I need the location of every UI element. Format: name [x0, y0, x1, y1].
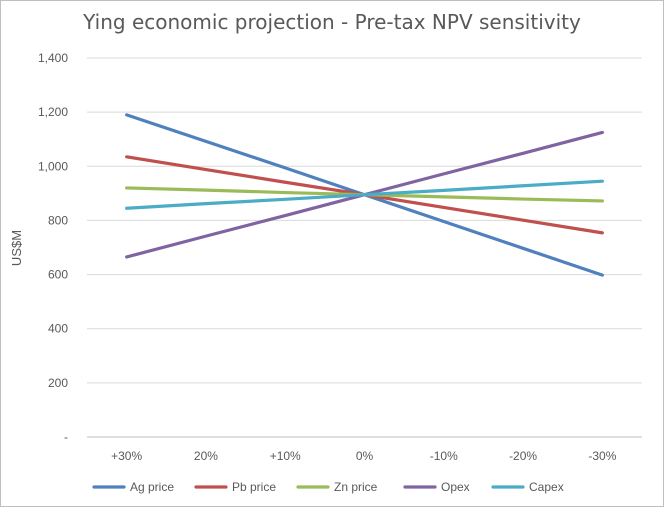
y-tick-label: 800	[48, 213, 68, 227]
x-tick-label: -10%	[430, 449, 458, 463]
legend-label: Zn price	[334, 480, 378, 494]
legend-label: Opex	[441, 480, 470, 494]
y-tick-label: 400	[48, 322, 68, 336]
chart-title: Ying economic projection - Pre-tax NPV s…	[83, 10, 581, 34]
y-tick-label: 1,400	[38, 51, 68, 65]
legend: Ag price Pb price Zn price Opex Capex	[92, 480, 564, 494]
y-tick-label: 1,200	[38, 105, 68, 119]
y-tick-label: 1,000	[38, 159, 68, 173]
legend-label: Ag price	[130, 480, 174, 494]
y-tick-labels: - 200 400 600 800 1,000 1,200 1,400	[38, 51, 68, 444]
series-lines	[125, 113, 604, 277]
x-tick-label: -30%	[588, 449, 616, 463]
y-axis-label: US$M	[9, 230, 24, 266]
x-tick-labels: +30% 20% +10% 0% -10% -20% -30%	[111, 449, 617, 463]
x-tick-label: -20%	[509, 449, 537, 463]
legend-label: Capex	[529, 480, 564, 494]
y-tick-label: -	[64, 430, 68, 444]
legend-label: Pb price	[232, 480, 276, 494]
y-tick-label: 200	[48, 376, 68, 390]
x-tick-label: +30%	[111, 449, 142, 463]
x-tick-label: +10%	[270, 449, 301, 463]
y-tick-label: 600	[48, 268, 68, 282]
series-line-capex	[125, 179, 604, 210]
x-tick-label: 20%	[194, 449, 218, 463]
grid-lines	[87, 57, 642, 438]
x-tick-label: 0%	[356, 449, 374, 463]
